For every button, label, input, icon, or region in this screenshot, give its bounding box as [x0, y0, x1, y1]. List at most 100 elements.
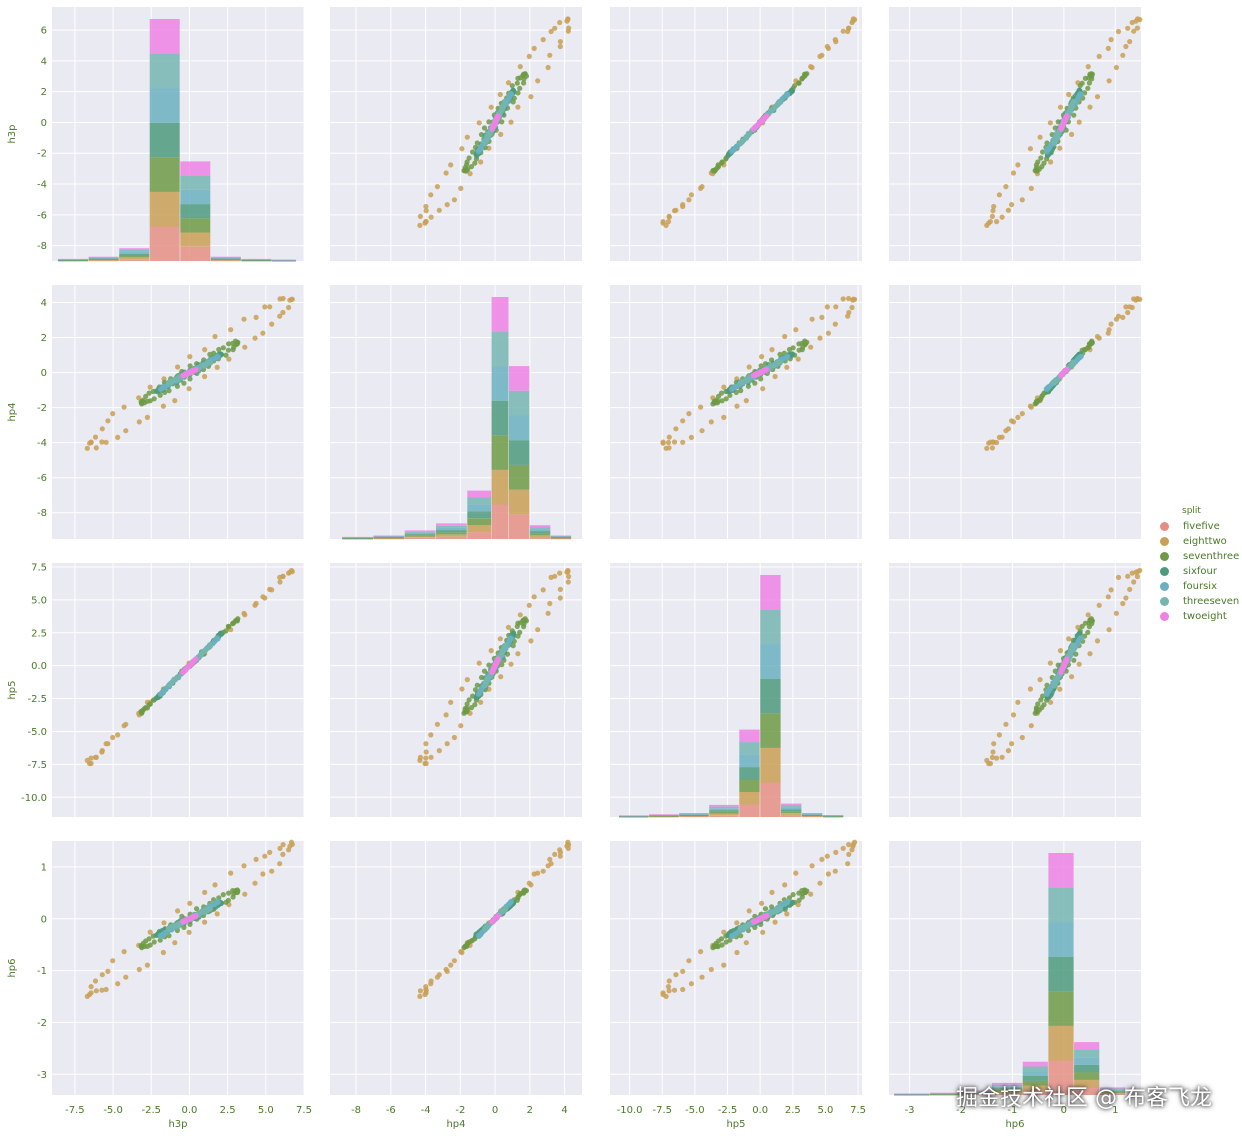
histogram-bar	[679, 815, 709, 817]
x-tick-label: -4	[421, 1105, 431, 1116]
y-tick-label: 2.5	[31, 628, 47, 639]
histogram-bar	[529, 527, 551, 530]
scatter-point-seventhree	[1071, 657, 1077, 663]
scatter-point-eighttwo	[144, 962, 150, 968]
scatter-point-eighttwo	[241, 316, 247, 322]
histogram-bar	[894, 1093, 930, 1095]
scatter-point-seventhree	[187, 363, 193, 369]
histogram-bar	[1099, 1089, 1126, 1091]
scatter-point-eighttwo	[772, 373, 778, 380]
scatter-point-eighttwo	[99, 426, 105, 432]
scatter-point-eighttwo	[172, 398, 178, 404]
scatter-point-eighttwo	[665, 984, 672, 990]
scatter-point-eighttwo	[680, 202, 686, 208]
histogram-bar	[649, 814, 679, 816]
scatter-point-eighttwo	[784, 911, 790, 917]
scatter-point-eighttwo	[547, 600, 553, 607]
scatter-point-eighttwo	[110, 734, 116, 741]
panel-background	[610, 841, 862, 1095]
scatter-point-eighttwo	[746, 364, 752, 370]
scatter-point-eighttwo	[428, 192, 434, 198]
scatter-point-eighttwo	[1005, 207, 1012, 213]
histogram-bar	[210, 257, 241, 259]
histogram-bar	[373, 538, 405, 539]
scatter-point-eighttwo	[547, 856, 553, 863]
scatter-point-eighttwo	[688, 981, 695, 987]
scatter-point-eighttwo	[832, 868, 838, 874]
scatter-point-seventhree	[777, 351, 783, 357]
scatter-point-eighttwo	[417, 222, 423, 228]
scatter-point-eighttwo	[478, 159, 484, 165]
scatter-point-eighttwo	[566, 573, 572, 580]
histogram-bar	[1099, 1093, 1126, 1095]
scatter-point-eighttwo	[850, 296, 857, 302]
scatter-point-seventhree	[521, 80, 527, 86]
histogram-bar	[739, 804, 760, 817]
histogram-bar	[210, 257, 241, 259]
scatter-point-eighttwo	[286, 304, 292, 311]
scatter-point-eighttwo	[423, 741, 429, 747]
scatter-point-seventhree	[762, 906, 769, 912]
scatter-point-eighttwo	[782, 882, 788, 888]
scatter-point-eighttwo	[444, 202, 450, 208]
scatter-point-eighttwo	[428, 732, 434, 738]
scatter-point-eighttwo	[1037, 134, 1043, 140]
scatter-point-eighttwo	[1048, 699, 1054, 705]
histogram-bar	[961, 1093, 992, 1095]
panel-background	[610, 7, 862, 261]
scatter-point-seventhree	[1038, 697, 1044, 703]
scatter-point-eighttwo	[808, 344, 814, 350]
scatter-point-eighttwo	[93, 988, 99, 994]
scatter-point-eighttwo	[115, 434, 121, 440]
legend-entry: threeseven	[1148, 594, 1240, 609]
scatter-point-eighttwo	[557, 853, 563, 859]
scatter-point-eighttwo	[708, 419, 714, 425]
legend-marker-fivefive	[1160, 522, 1169, 531]
histogram-bar	[373, 537, 405, 538]
scatter-point-eighttwo	[1096, 53, 1102, 60]
scatter-point-eighttwo	[819, 314, 825, 320]
scatter-point-eighttwo	[269, 587, 275, 593]
scatter-point-eighttwo	[508, 661, 514, 667]
x-tick-label: 2.5	[220, 1105, 236, 1116]
scatter-point-eighttwo	[769, 347, 775, 353]
histogram-bar	[1074, 1042, 1100, 1050]
scatter-point-eighttwo	[451, 197, 457, 203]
scatter-point-eighttwo	[680, 418, 686, 424]
scatter-point-eighttwo	[110, 411, 116, 417]
x-tick-label: 0	[492, 1105, 498, 1116]
x-tick-label: -2.5	[142, 1105, 162, 1116]
scatter-point-seventhree	[143, 393, 149, 399]
scatter-point-eighttwo	[1066, 91, 1072, 98]
histogram-bar	[404, 535, 436, 537]
panel-background	[889, 285, 1141, 539]
scatter-point-eighttwo	[817, 53, 823, 60]
y-tick-label: -5.0	[27, 727, 47, 738]
scatter-point-eighttwo	[428, 978, 434, 984]
scatter-point-seventhree	[230, 347, 236, 353]
scatter-point-eighttwo	[289, 296, 295, 302]
scatter-point-eighttwo	[92, 434, 99, 440]
legend-marker-twoeight	[1160, 612, 1169, 621]
histogram-bar	[1048, 1060, 1074, 1095]
scatter-point-eighttwo	[88, 760, 94, 767]
histogram-bar	[760, 713, 781, 748]
y-tick-label: 4	[41, 298, 47, 309]
histogram-bar	[1074, 1087, 1100, 1095]
scatter-point-eighttwo	[1037, 677, 1043, 683]
histogram-bar	[529, 537, 551, 539]
histogram-bar	[436, 536, 467, 539]
histogram-bar	[373, 538, 405, 540]
scatter-point-seventhree	[738, 388, 744, 394]
scatter-point-eighttwo	[136, 419, 142, 425]
scatter-point-eighttwo	[850, 841, 857, 848]
histogram-bar	[1099, 1087, 1126, 1089]
scatter-point-eighttwo	[824, 853, 830, 859]
histogram-bar	[1048, 991, 1074, 1026]
histogram-bar	[991, 1088, 1023, 1090]
scatter-point-eighttwo	[526, 880, 532, 886]
histogram-bar	[373, 536, 405, 537]
scatter-point-eighttwo	[1027, 146, 1033, 152]
scatter-point-eighttwo	[161, 920, 167, 926]
scatter-point-eighttwo	[1127, 586, 1133, 593]
